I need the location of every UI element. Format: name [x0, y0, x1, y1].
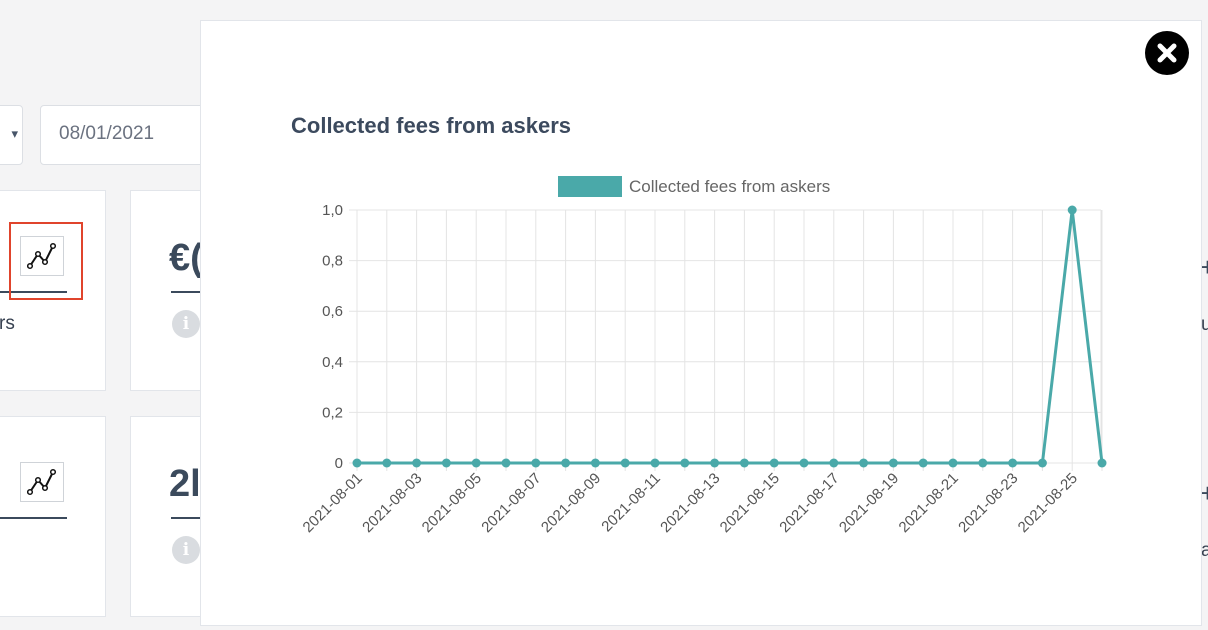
data-point — [590, 458, 600, 468]
y-tick-label: 0,8 — [322, 253, 343, 270]
card-value: 2l — [169, 463, 201, 505]
data-point — [620, 458, 630, 468]
card-label-fragment: rs — [0, 313, 15, 334]
line-chart: 00,20,40,60,81,02021-08-012021-08-032021… — [300, 176, 1107, 536]
series-line — [357, 208, 1104, 465]
data-point — [501, 458, 511, 468]
legend-label: Collected fees from askers — [629, 177, 830, 196]
data-point — [710, 458, 720, 468]
data-point — [918, 458, 928, 468]
card-divider — [171, 517, 221, 519]
x-tick-label: 2021-08-07 — [478, 470, 544, 536]
highlight-box — [9, 222, 83, 300]
right-card-fragment: u — [1201, 314, 1208, 335]
data-point — [352, 458, 362, 468]
y-tick-label: 0 — [335, 455, 343, 472]
data-point — [441, 458, 451, 468]
data-point — [829, 458, 839, 468]
data-point — [739, 458, 749, 468]
chart-button[interactable] — [20, 462, 64, 502]
info-icon[interactable]: i — [172, 310, 200, 338]
data-point — [888, 458, 898, 468]
data-point — [561, 458, 571, 468]
x-tick-label: 2021-08-17 — [776, 470, 842, 536]
x-tick-label: 2021-08-03 — [359, 470, 425, 536]
data-point — [799, 458, 809, 468]
y-tick-label: 0,4 — [322, 354, 343, 371]
y-tick-label: 0,2 — [322, 404, 343, 421]
x-tick-label: 2021-08-13 — [657, 470, 723, 536]
x-tick-label: 2021-08-23 — [955, 470, 1021, 536]
data-point — [650, 458, 660, 468]
data-point — [1008, 458, 1018, 468]
card-divider — [171, 291, 221, 293]
x-tick-label: 2021-08-25 — [1015, 470, 1081, 536]
date-input[interactable]: 08/01/2021 — [40, 105, 230, 165]
data-point — [680, 458, 690, 468]
x-tick-label: 2021-08-01 — [300, 470, 366, 536]
card-value: €( — [169, 237, 203, 279]
card-divider — [0, 291, 67, 293]
y-tick-label: 0,6 — [322, 303, 343, 320]
close-button[interactable] — [1145, 31, 1189, 75]
data-point — [978, 458, 988, 468]
data-point — [1037, 458, 1047, 468]
data-point — [859, 458, 869, 468]
modal-title: Collected fees from askers — [291, 113, 572, 138]
chevron-down-icon: ▾ — [11, 126, 18, 141]
chart-button[interactable] — [20, 236, 64, 276]
line-chart-icon — [27, 242, 57, 270]
x-tick-label: 2021-08-11 — [598, 470, 663, 535]
y-tick-label: 1,0 — [322, 202, 343, 219]
right-card-fragment: +3 — [1200, 252, 1208, 282]
data-point — [412, 458, 422, 468]
right-card-fragment: +2 — [1200, 478, 1208, 508]
data-point — [769, 458, 779, 468]
chart-modal: Collected fees from askers 0 0,2 0,4 0,6 0,8… — [200, 20, 1202, 626]
legend-swatch — [558, 176, 622, 197]
data-point — [948, 458, 958, 468]
filter-select[interactable]: ▾ — [0, 105, 23, 165]
data-point — [471, 458, 481, 468]
x-tick-label: 2021-08-21 — [896, 470, 962, 536]
close-icon — [1157, 43, 1177, 63]
info-icon[interactable]: i — [172, 536, 200, 564]
right-card-fragment: a — [1201, 540, 1208, 561]
x-tick-label: 2021-08-09 — [538, 470, 604, 536]
data-point — [1067, 205, 1077, 215]
x-tick-label: 2021-08-19 — [836, 470, 902, 536]
card-divider — [0, 517, 67, 519]
data-point — [531, 458, 541, 468]
data-point — [382, 458, 392, 468]
line-chart-icon — [27, 468, 57, 496]
stat-card-3 — [0, 416, 106, 617]
x-tick-label: 2021-08-05 — [419, 470, 485, 536]
data-point — [1097, 458, 1107, 468]
x-tick-label: 2021-08-15 — [717, 470, 783, 536]
